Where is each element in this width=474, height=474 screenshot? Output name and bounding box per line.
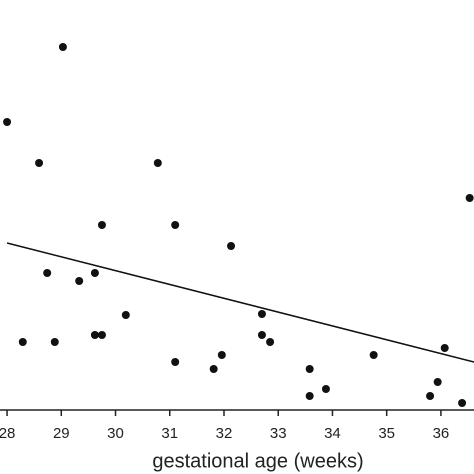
point [266, 338, 275, 346]
x-tick-label: 31 [161, 425, 178, 442]
x-tick-label: 33 [270, 425, 287, 442]
x-tick-label: 28 [0, 425, 15, 442]
point [35, 159, 44, 167]
point [171, 221, 180, 229]
point [227, 242, 236, 250]
point [97, 221, 106, 229]
point [305, 365, 314, 373]
point [257, 331, 266, 339]
point [305, 392, 314, 400]
point [97, 331, 106, 339]
point [18, 338, 27, 346]
point [209, 365, 218, 373]
point [90, 269, 99, 277]
x-axis-label: gestational age (weeks) [152, 450, 363, 472]
point [90, 331, 99, 339]
point [153, 159, 162, 167]
point [75, 277, 84, 285]
point [440, 344, 449, 352]
point [426, 392, 435, 400]
x-tick-label: 34 [324, 425, 341, 442]
point [3, 118, 12, 126]
x-tick-label: 35 [378, 425, 395, 442]
x-tick-label: 29 [53, 425, 70, 442]
point [58, 43, 67, 51]
point [50, 338, 59, 346]
point [321, 385, 330, 393]
point [257, 310, 266, 318]
point [171, 358, 180, 366]
point [433, 378, 442, 386]
point [217, 351, 226, 359]
x-tick-label: 36 [433, 425, 450, 442]
point [458, 399, 467, 407]
x-tick-label: 32 [216, 425, 233, 442]
trend-line [6, 242, 474, 363]
point [43, 269, 52, 277]
point [465, 194, 474, 202]
point [121, 311, 130, 319]
x-tick-label: 30 [107, 425, 124, 442]
point [369, 351, 378, 359]
